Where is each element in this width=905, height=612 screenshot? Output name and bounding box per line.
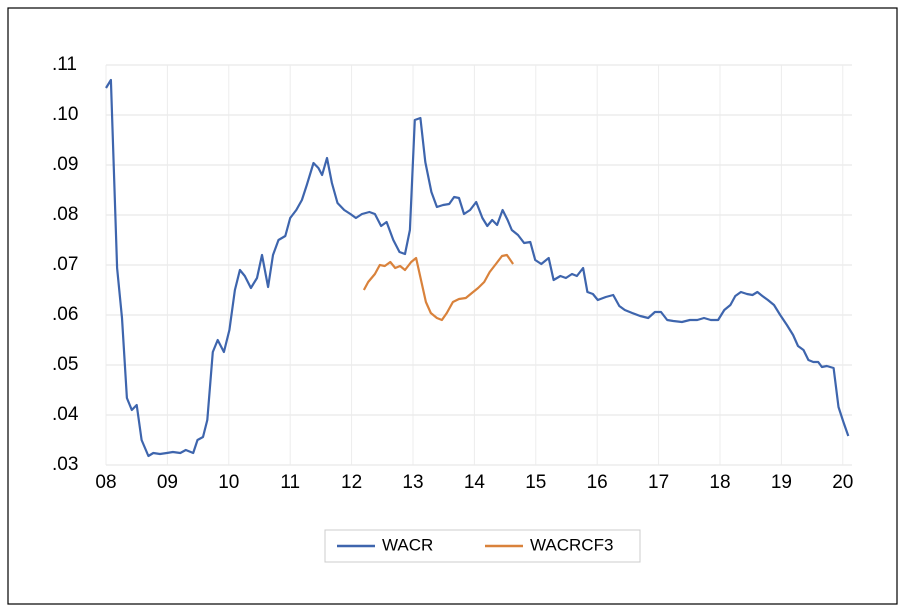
x-tick-label: 18 — [709, 472, 730, 493]
x-tick-label: 14 — [464, 472, 486, 493]
y-tick-label: .10 — [52, 104, 78, 125]
x-tick-label: 10 — [218, 472, 239, 493]
y-tick-label: .09 — [52, 154, 78, 175]
legend-box — [324, 529, 641, 563]
series-line — [105, 78, 850, 458]
y-tick-label: .05 — [52, 354, 78, 375]
x-tick-label: 09 — [157, 472, 178, 493]
x-tick-label: 13 — [402, 472, 423, 493]
y-tick-label: .11 — [52, 54, 77, 75]
x-tick-label: 08 — [95, 472, 116, 493]
x-tick-label: 15 — [525, 472, 546, 493]
x-tick-label: 17 — [648, 472, 669, 493]
x-tick-label: 11 — [280, 472, 300, 493]
y-tick-label: .07 — [52, 254, 78, 275]
legend-label: WACRCF3 — [530, 535, 613, 554]
y-tick-label: .04 — [52, 404, 79, 425]
x-tick-label: 20 — [832, 472, 853, 493]
series-line — [362, 253, 515, 322]
x-tick-label: 19 — [771, 472, 792, 493]
frame — [7, 7, 898, 605]
x-tick-label: 16 — [587, 472, 608, 493]
y-tick-label: .08 — [52, 204, 78, 225]
legend-label: WACR — [382, 535, 433, 554]
y-tick-label: .03 — [52, 454, 78, 475]
x-tick-label: 12 — [341, 472, 362, 493]
y-tick-label: .06 — [52, 304, 78, 325]
